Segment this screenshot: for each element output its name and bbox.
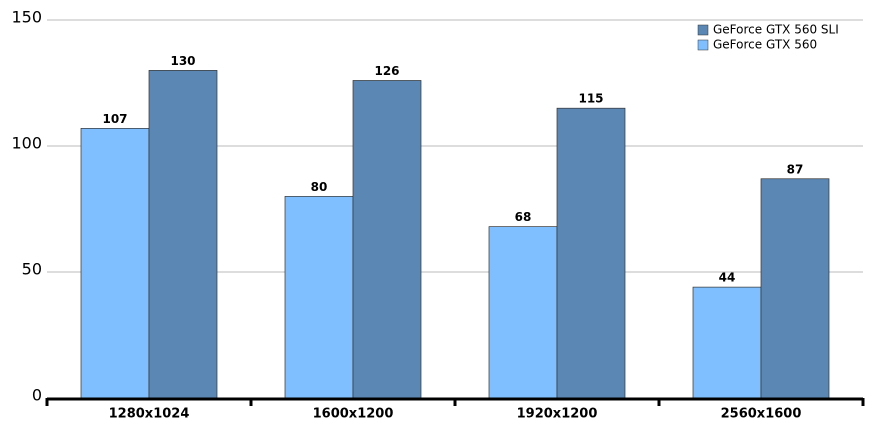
y-tick-label: 150 <box>11 8 42 27</box>
value-label: 115 <box>578 92 603 106</box>
bar <box>760 178 830 399</box>
x-tick-label: 1600x1200 <box>313 407 394 422</box>
y-tick-label: 100 <box>11 134 42 153</box>
y-tick-label: 0 <box>32 386 42 405</box>
y-tick-label: 50 <box>22 260 42 279</box>
value-label: 44 <box>719 271 736 285</box>
value-label: 68 <box>515 210 532 224</box>
bar <box>284 196 354 399</box>
x-tick-label: 1280x1024 <box>109 407 190 422</box>
bar <box>692 286 762 399</box>
x-tick-label: 2560x1600 <box>721 407 802 422</box>
value-label: 87 <box>787 162 804 176</box>
legend-label: GeForce GTX 560 SLI <box>713 23 839 37</box>
value-label: 80 <box>311 180 328 194</box>
x-tick-label: 1920x1200 <box>517 407 598 422</box>
bar <box>488 226 558 399</box>
bar <box>80 128 150 399</box>
bar <box>556 107 626 399</box>
legend-swatch <box>697 24 709 36</box>
value-label: 107 <box>102 112 127 126</box>
value-label: 130 <box>170 54 195 68</box>
bar <box>352 80 422 399</box>
bar <box>148 70 218 399</box>
legend-swatch <box>697 39 709 51</box>
legend-label: GeForce GTX 560 <box>713 38 817 52</box>
value-label: 126 <box>374 64 399 78</box>
